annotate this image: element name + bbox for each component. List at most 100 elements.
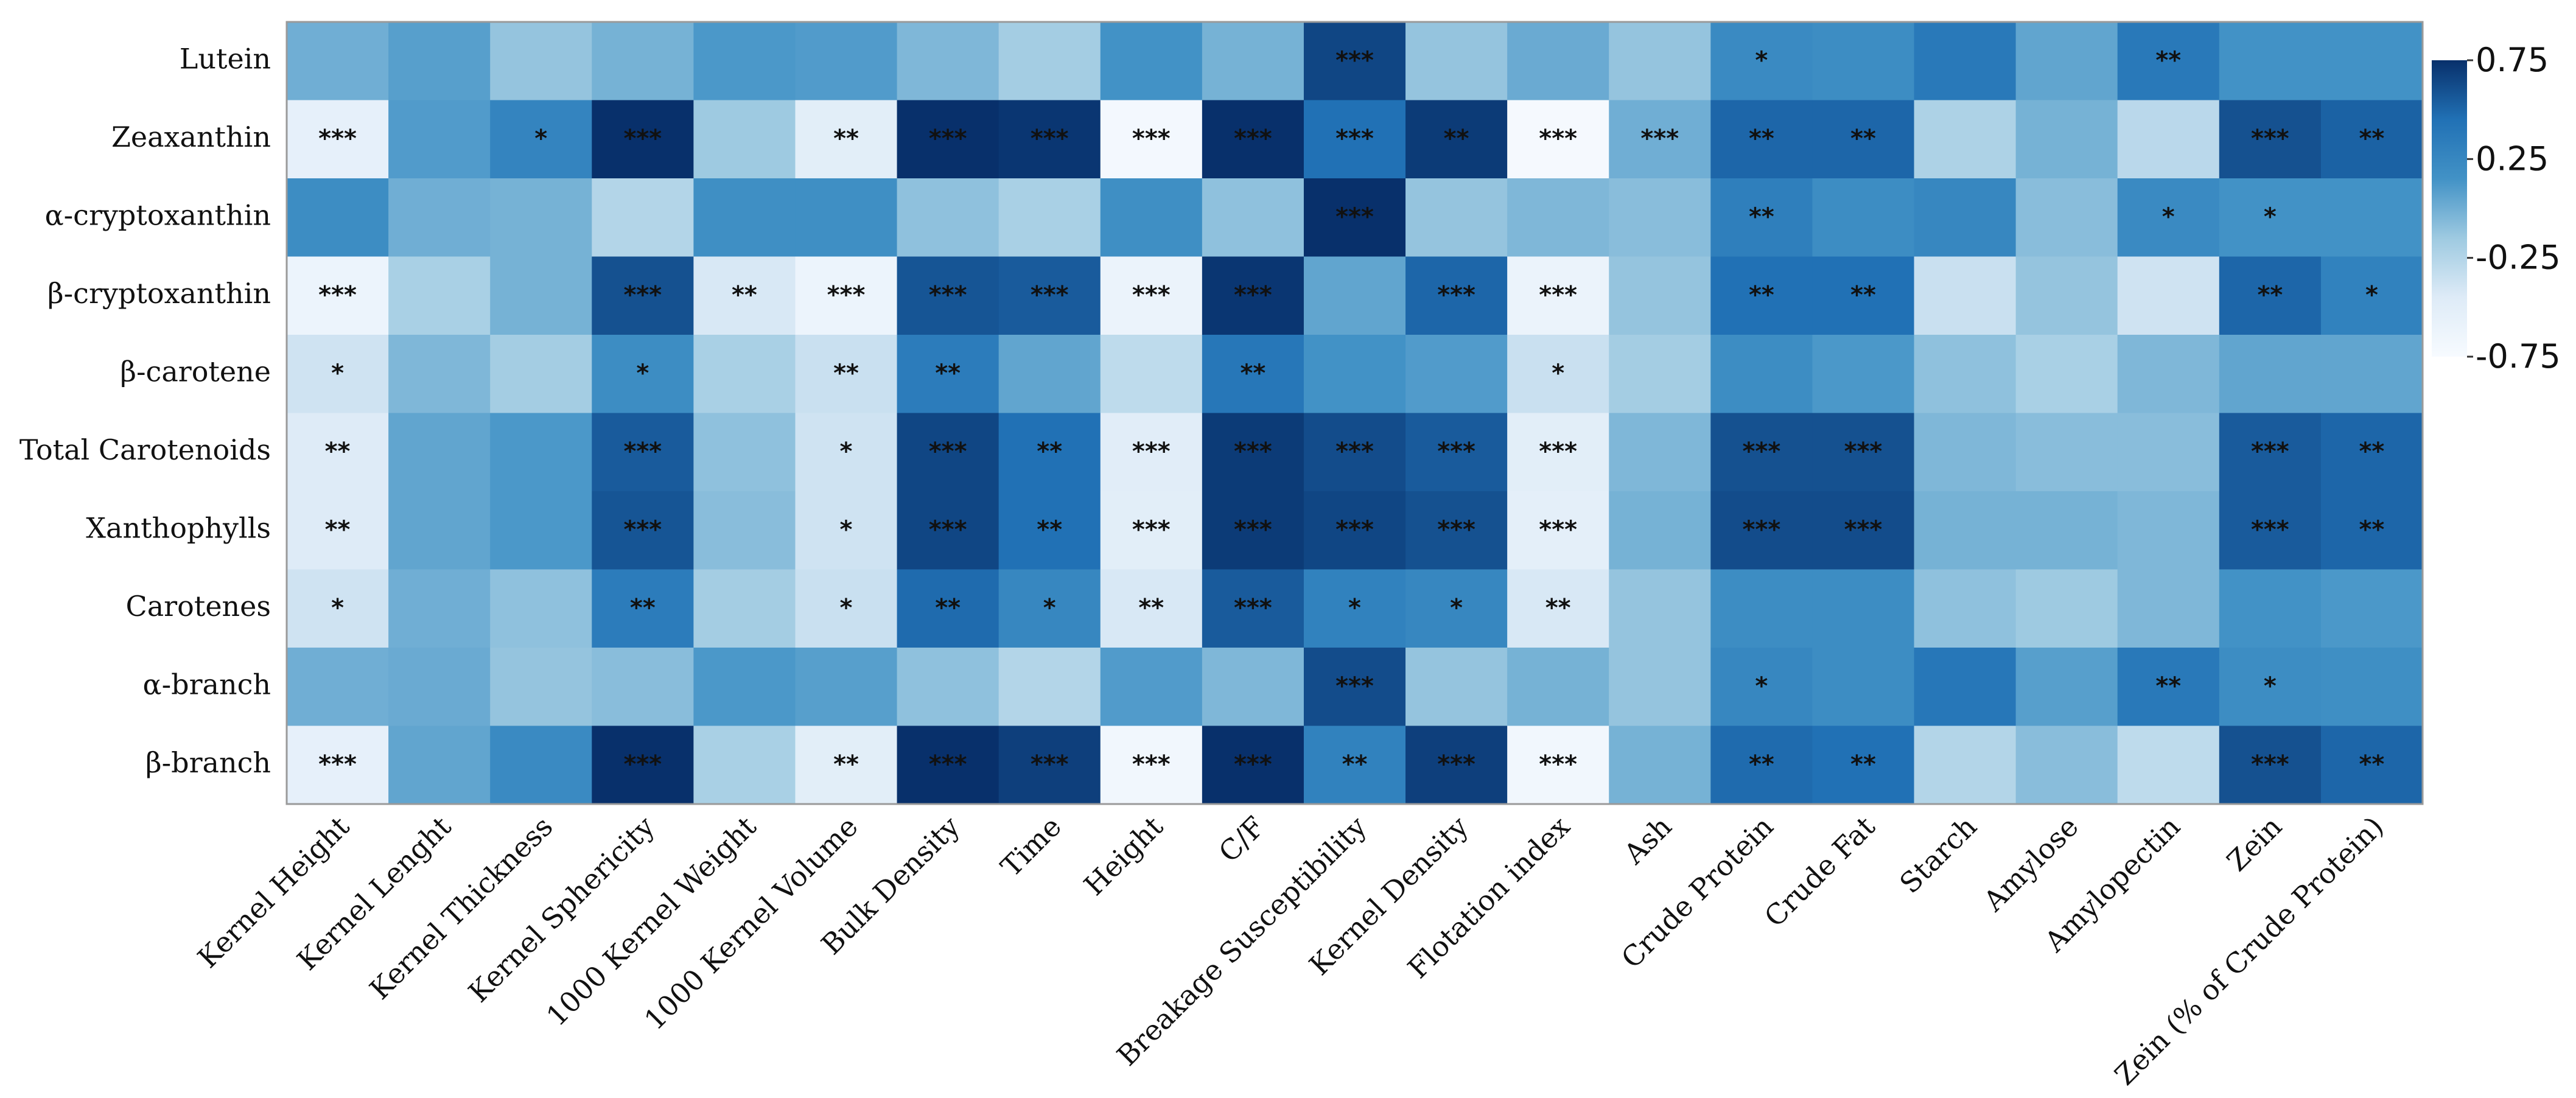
column-label: Ash bbox=[1617, 810, 1678, 871]
heatmap-cell bbox=[388, 335, 491, 414]
significance-marker: *** bbox=[929, 750, 967, 778]
heatmap-cell bbox=[1303, 413, 1406, 492]
heatmap-cell bbox=[1100, 256, 1203, 335]
heatmap-cell bbox=[2015, 726, 2118, 805]
heatmap-cell bbox=[592, 178, 694, 257]
heatmap-cell bbox=[388, 413, 491, 492]
significance-marker: *** bbox=[623, 516, 662, 544]
row-label: β-cryptoxanthin bbox=[47, 277, 271, 310]
heatmap-cell bbox=[1507, 335, 1609, 414]
row-label: α-cryptoxanthin bbox=[45, 198, 271, 231]
heatmap-cell bbox=[693, 100, 796, 179]
heatmap-cell bbox=[1914, 100, 2017, 179]
significance-marker: * bbox=[840, 516, 853, 544]
significance-marker: * bbox=[2162, 203, 2175, 231]
significance-marker: *** bbox=[1844, 516, 1883, 544]
significance-marker: *** bbox=[1539, 125, 1577, 153]
significance-marker: *** bbox=[1234, 516, 1272, 544]
heatmap-cell bbox=[998, 413, 1101, 492]
heatmap-cell bbox=[592, 413, 694, 492]
heatmap-cell bbox=[2320, 648, 2423, 727]
heatmap-cell bbox=[1100, 335, 1203, 414]
heatmap-cell bbox=[2117, 22, 2220, 101]
heatmap-cell bbox=[2219, 335, 2322, 414]
heatmap-cell bbox=[897, 178, 999, 257]
significance-marker: *** bbox=[827, 281, 866, 309]
row-label: Carotenes bbox=[126, 590, 271, 623]
heatmap-cell bbox=[2219, 726, 2322, 805]
column-label: Time bbox=[995, 810, 1068, 883]
heatmap-cell bbox=[1405, 726, 1508, 805]
heatmap-cell bbox=[1914, 491, 2017, 570]
heatmap-cell bbox=[897, 648, 999, 727]
heatmap-cell bbox=[1710, 335, 1813, 414]
significance-marker: *** bbox=[1335, 203, 1374, 231]
colorbar-tick-label: -0.25 bbox=[2476, 239, 2561, 277]
significance-marker: *** bbox=[1335, 125, 1374, 153]
significance-marker: *** bbox=[318, 750, 357, 778]
significance-marker: ** bbox=[2155, 46, 2181, 74]
heatmap-cell bbox=[998, 335, 1101, 414]
heatmap-cell bbox=[1914, 335, 2017, 414]
heatmap-cell bbox=[1202, 413, 1304, 492]
heatmap-cell bbox=[2117, 648, 2220, 727]
heatmap-cell bbox=[1507, 648, 1609, 727]
heatmap-cell bbox=[1202, 22, 1304, 101]
heatmap-cell bbox=[1100, 100, 1203, 179]
heatmap-cell bbox=[998, 178, 1101, 257]
heatmap-cell bbox=[2320, 22, 2423, 101]
heatmap-cell bbox=[490, 569, 592, 648]
heatmap-cell bbox=[1405, 569, 1508, 648]
heatmap-cell bbox=[2117, 100, 2220, 179]
significance-marker: * bbox=[1755, 46, 1768, 74]
heatmap-cell bbox=[1812, 22, 1915, 101]
row-label: Total Carotenoids bbox=[19, 433, 271, 466]
heatmap-cell bbox=[2015, 569, 2118, 648]
heatmap-cell bbox=[795, 100, 898, 179]
significance-marker: *** bbox=[1335, 46, 1374, 74]
significance-marker: *** bbox=[2251, 125, 2289, 153]
significance-marker: *** bbox=[1437, 516, 1475, 544]
heatmap-cell bbox=[693, 22, 796, 101]
heatmap-cell bbox=[1100, 648, 1203, 727]
significance-marker: *** bbox=[1742, 438, 1780, 466]
heatmap-cell bbox=[2320, 413, 2423, 492]
significance-marker: * bbox=[840, 438, 853, 466]
heatmap-cell bbox=[693, 256, 796, 335]
heatmap-cell bbox=[592, 335, 694, 414]
colorbar-tick-label: -0.75 bbox=[2476, 337, 2561, 376]
significance-marker: *** bbox=[1335, 672, 1374, 700]
heatmap-cell bbox=[2219, 413, 2322, 492]
significance-marker: *** bbox=[1437, 750, 1475, 778]
heatmap-cell bbox=[1202, 569, 1304, 648]
significance-marker: ** bbox=[935, 594, 961, 622]
heatmap-cell bbox=[490, 413, 592, 492]
significance-marker: * bbox=[331, 359, 344, 387]
heatmap-cell bbox=[795, 726, 898, 805]
significance-marker: ** bbox=[833, 125, 859, 153]
heatmap-cell bbox=[388, 178, 491, 257]
heatmap-cell bbox=[1914, 256, 2017, 335]
heatmap-cell bbox=[1609, 335, 1711, 414]
heatmap-cell bbox=[1914, 569, 2017, 648]
heatmap-cell bbox=[2219, 178, 2322, 257]
significance-marker: ** bbox=[1749, 281, 1774, 309]
heatmap-cell bbox=[1609, 22, 1711, 101]
column-label: Kernel Thickness bbox=[363, 810, 559, 1006]
significance-marker: *** bbox=[1640, 125, 1679, 153]
heatmap-cell bbox=[795, 335, 898, 414]
heatmap-cell bbox=[2219, 491, 2322, 570]
colorbar-tick-label: 0.25 bbox=[2476, 139, 2549, 178]
heatmap-cell bbox=[1812, 178, 1915, 257]
heatmap-cell bbox=[1303, 491, 1406, 570]
significance-marker: ** bbox=[325, 438, 351, 466]
heatmap-cell bbox=[287, 100, 389, 179]
significance-marker: *** bbox=[2251, 750, 2289, 778]
significance-marker: *** bbox=[929, 281, 967, 309]
heatmap-cell bbox=[1812, 413, 1915, 492]
significance-marker: *** bbox=[1132, 125, 1171, 153]
significance-marker: *** bbox=[1844, 438, 1883, 466]
heatmap-cell bbox=[388, 22, 491, 101]
heatmap-cell bbox=[795, 569, 898, 648]
